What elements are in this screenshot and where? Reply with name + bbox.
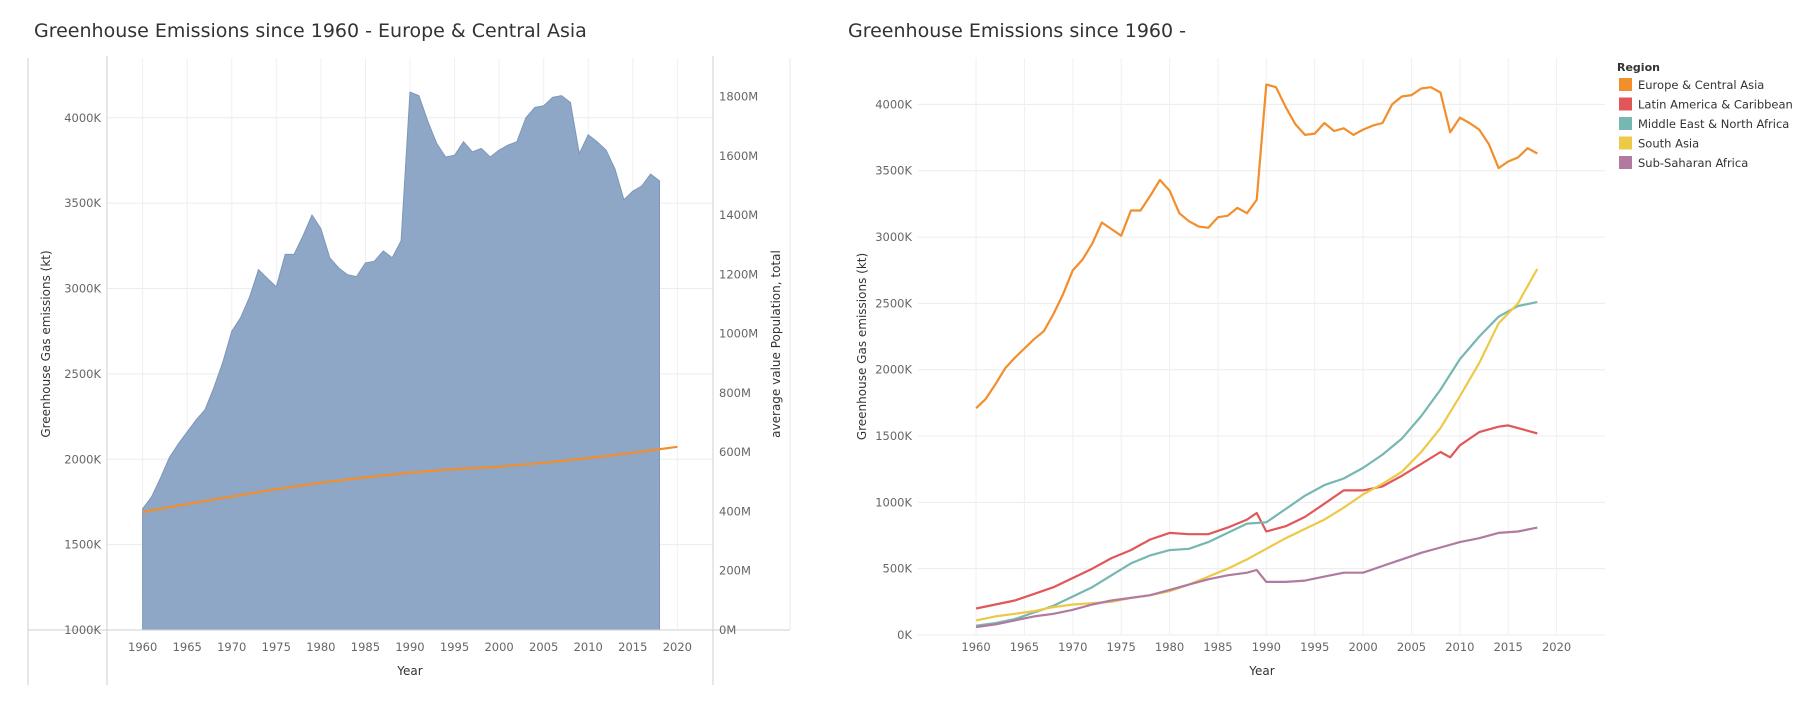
x-tick-label: 2010 — [574, 640, 603, 654]
x-tick-label: 1980 — [1155, 640, 1184, 654]
y-tick-label: 1500K — [64, 538, 101, 552]
emissions-area — [142, 91, 661, 631]
legend-label: Middle East & North Africa — [1638, 117, 1789, 131]
x-tick-label: 1990 — [1252, 640, 1281, 654]
x-tick-label: 1960 — [128, 640, 157, 654]
legend-swatch — [1619, 117, 1632, 130]
y2-tick-label: 800M — [719, 386, 751, 400]
legend-label: Europe & Central Asia — [1638, 78, 1764, 92]
y-tick-label: 3500K — [64, 196, 101, 210]
population-line — [142, 445, 678, 514]
y2-tick-label: 1600M — [719, 149, 758, 163]
x-tick-label: 2000 — [484, 640, 513, 654]
x-tick-label: 2020 — [1542, 640, 1571, 654]
y-tick-label: 4000K — [64, 111, 101, 125]
y2-tick-label: 0M — [719, 623, 736, 637]
y-tick-label: 4000K — [875, 97, 912, 111]
y-tick-label: 2000K — [64, 452, 101, 466]
y-axis-title: Greenhouse Gas emissions (kt) — [39, 250, 53, 437]
y-tick-label: 0K — [897, 628, 912, 642]
y-tick-label: 3000K — [64, 282, 101, 296]
legend-swatch — [1619, 136, 1632, 150]
right-chart-title: Greenhouse Emissions since 1960 - — [848, 20, 1186, 42]
y2-tick-label: 1200M — [719, 267, 758, 281]
x-axis-title: Year — [396, 664, 422, 678]
y-tick-label: 1000K — [875, 495, 912, 509]
x-tick-label: 2015 — [1494, 640, 1523, 654]
x-tick-label: 1960 — [961, 640, 990, 654]
left-chart: 1000K 1500K 2000K 2500K 3000K 3500K 4000K 0M 200… — [27, 56, 791, 685]
legend-label: South Asia — [1638, 137, 1699, 151]
x-tick-label: 1965 — [173, 640, 202, 654]
y-axis-title: Greenhouse Gas emissions (kt) — [855, 253, 869, 440]
y-tick-label: 1000K — [64, 623, 101, 637]
y-tick-label: 2500K — [875, 296, 912, 310]
x-tick-label: 1980 — [306, 640, 335, 654]
x-tick-label: 1975 — [262, 640, 291, 654]
y-tick-label: 1500K — [875, 429, 912, 443]
x-tick-label: 1970 — [217, 640, 246, 654]
x-tick-label: 2015 — [618, 640, 647, 654]
x-tick-label: 2010 — [1445, 640, 1474, 654]
series-line-3 — [975, 268, 1539, 622]
y2-tick-label: 1800M — [719, 90, 758, 104]
y-tick-label: 3000K — [875, 230, 912, 244]
x-tick-label: 1965 — [1010, 640, 1039, 654]
legend-swatch — [1619, 97, 1632, 111]
x-tick-label: 1970 — [1058, 640, 1087, 654]
y-tick-label: 3500K — [875, 164, 912, 178]
x-tick-label: 2000 — [1348, 640, 1377, 654]
legend-label: Sub-Saharan Africa — [1638, 156, 1748, 170]
y2-tick-label: 600M — [719, 445, 751, 459]
y-tick-label: 2000K — [875, 363, 912, 377]
legend-swatch — [1619, 156, 1632, 169]
left-chart-title: Greenhouse Emissions since 1960 - Europe… — [34, 20, 587, 42]
series-line-4 — [975, 526, 1538, 629]
x-tick-label: 2005 — [1397, 640, 1426, 654]
x-tick-label: 1995 — [440, 640, 469, 654]
series-line-0 — [975, 83, 1538, 409]
legend-swatch — [1619, 78, 1632, 91]
x-tick-label: 1985 — [1203, 640, 1232, 654]
x-tick-label: 2005 — [529, 640, 558, 654]
y2-tick-label: 1400M — [719, 208, 758, 222]
x-tick-label: 1975 — [1107, 640, 1136, 654]
y2-tick-label: 1000M — [719, 327, 758, 341]
x-tick-label: 1990 — [395, 640, 424, 654]
series-line-1 — [975, 424, 1538, 610]
y2-tick-label: 400M — [719, 504, 751, 518]
y2-axis-title: average value Population, total — [769, 250, 783, 438]
legend-title: Region — [1617, 61, 1660, 74]
y2-tick-label: 200M — [719, 564, 751, 578]
x-tick-label: 2020 — [663, 640, 692, 654]
legend-label: Latin America & Caribbean — [1638, 98, 1793, 112]
x-tick-label: 1985 — [351, 640, 380, 654]
x-axis-title: Year — [1248, 664, 1274, 678]
y-tick-label: 2500K — [64, 367, 101, 381]
x-tick-label: 1995 — [1300, 640, 1329, 654]
series-line-2 — [975, 301, 1538, 627]
y-tick-label: 500K — [883, 562, 913, 576]
